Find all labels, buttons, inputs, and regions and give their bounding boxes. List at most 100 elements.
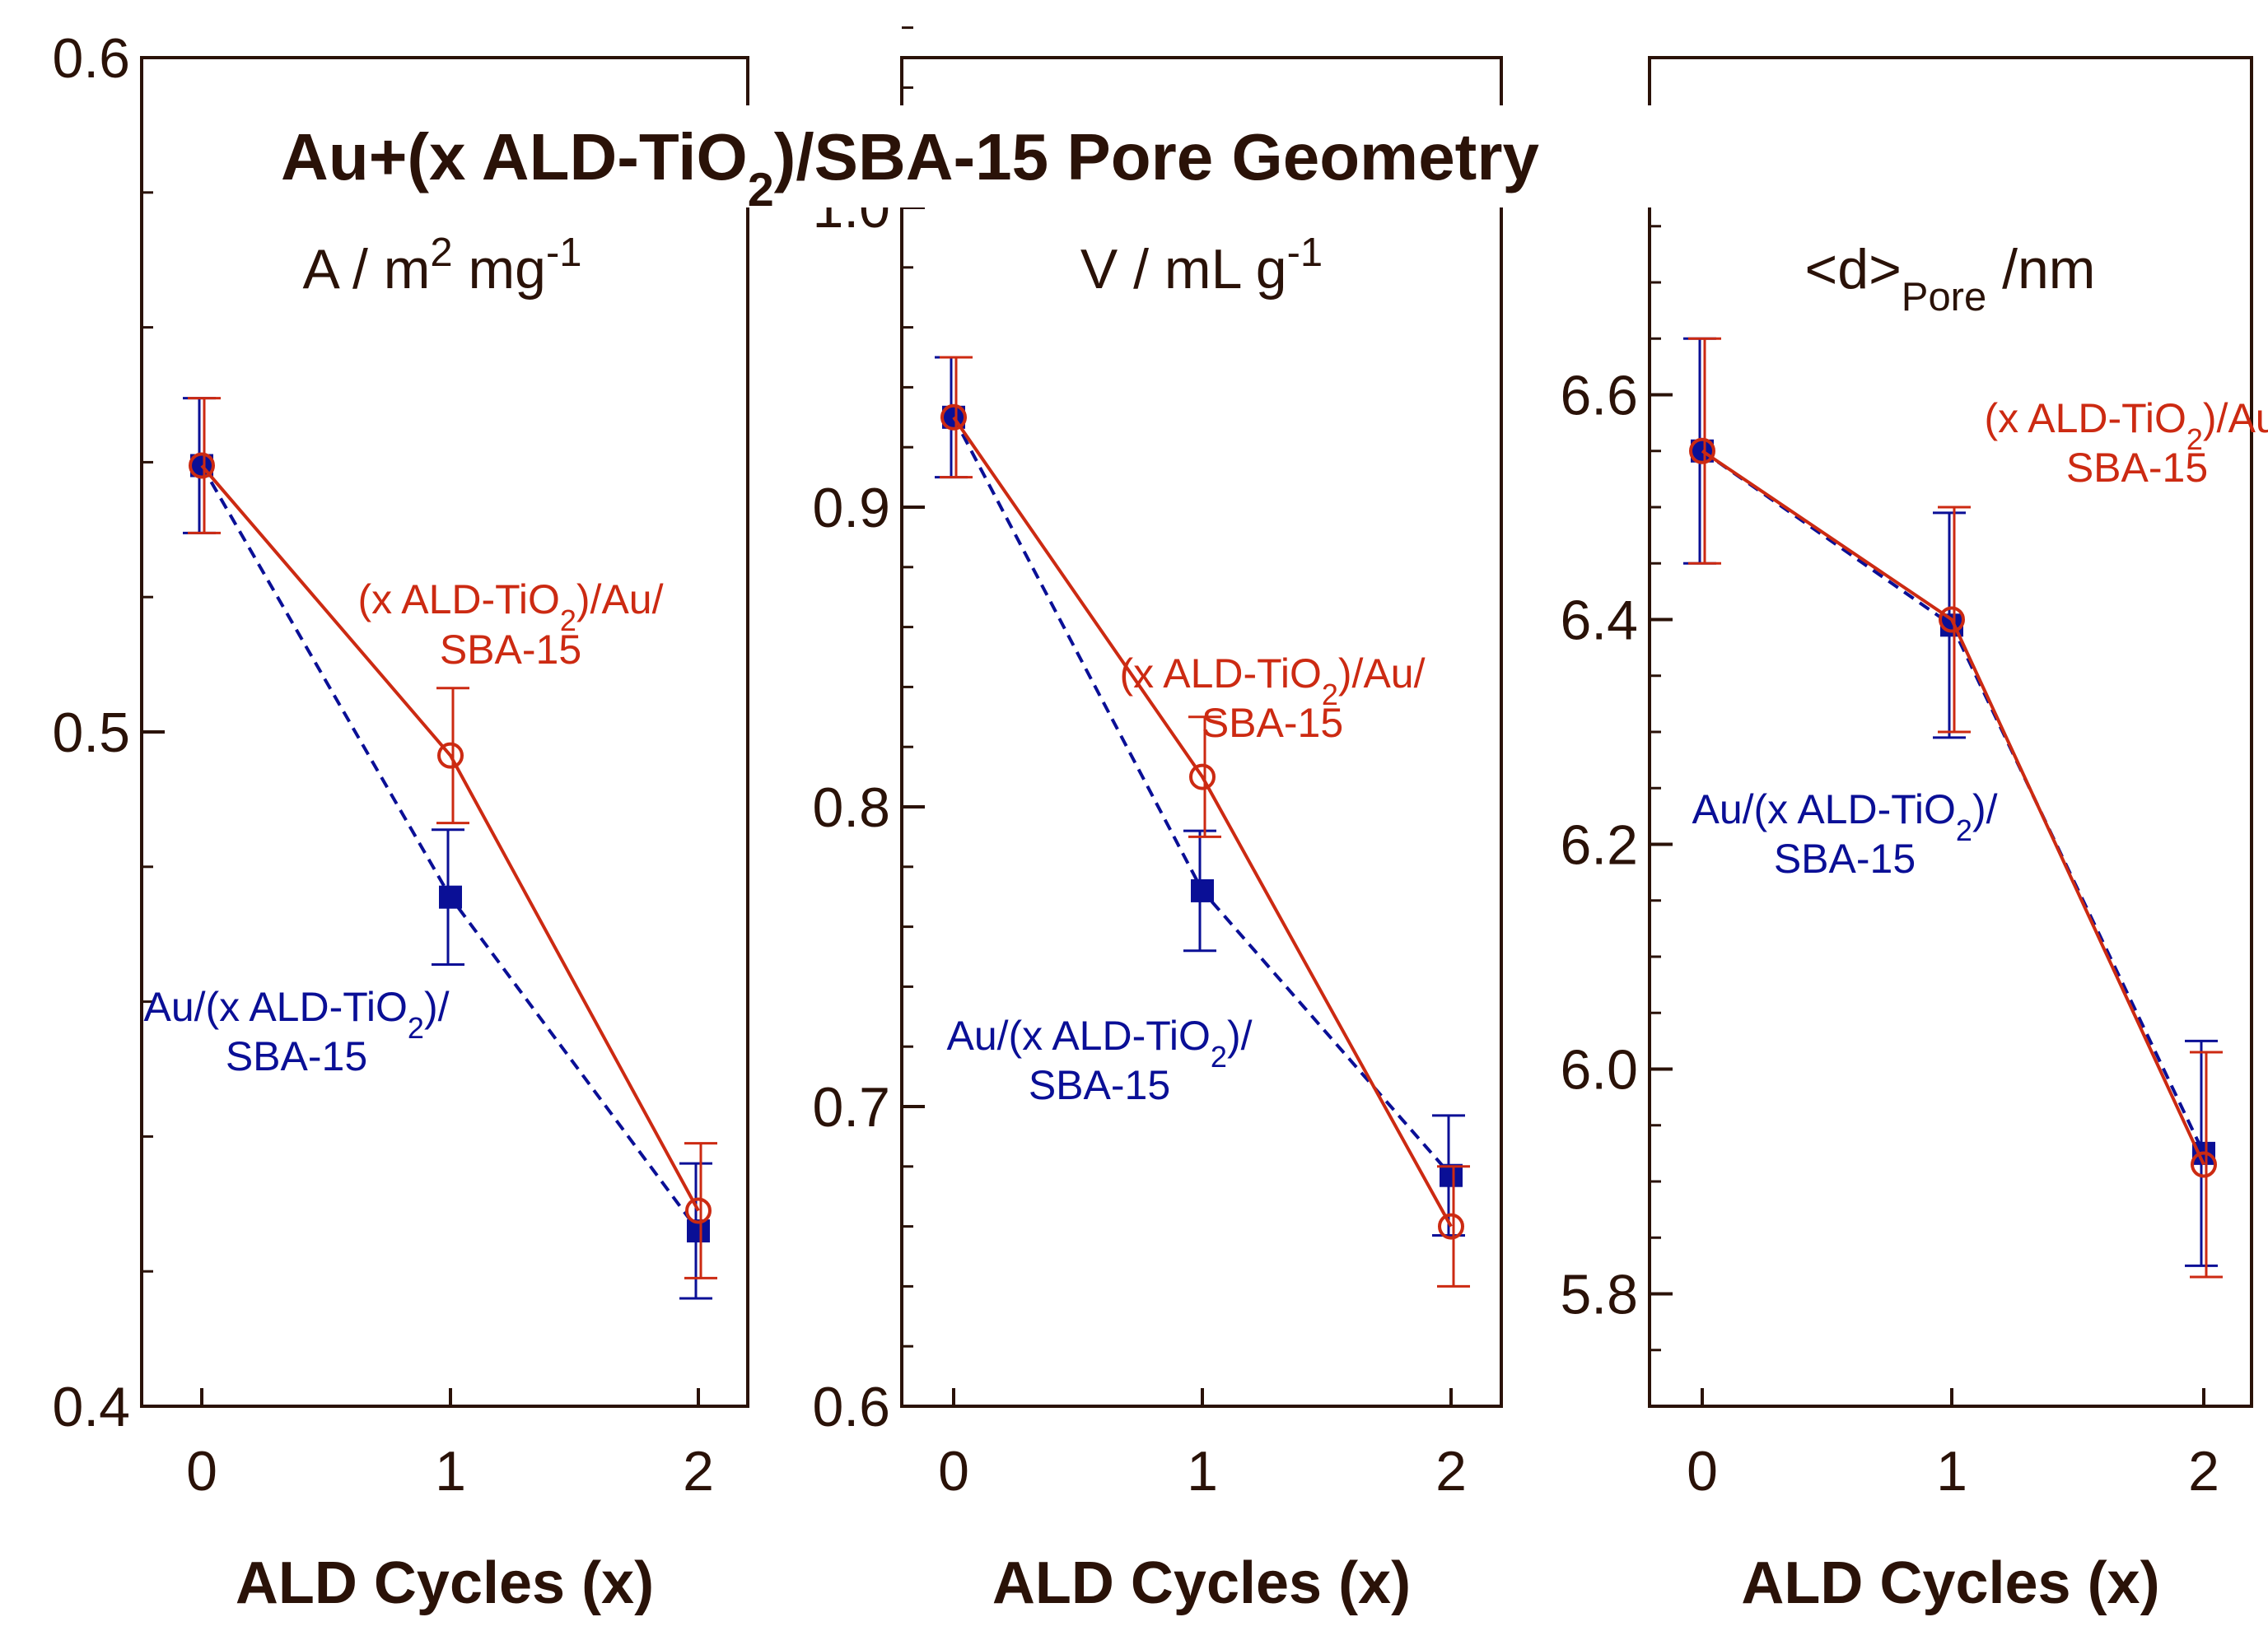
annotation-part-0: Au/(x ALD-TiO <box>1692 786 1955 832</box>
y-tick-label: 6.0 <box>1560 1039 1638 1102</box>
series-annotation-blue: SBA-15 <box>226 1033 367 1079</box>
series-line-red <box>952 416 1453 1228</box>
quantity-part-3: -1 <box>546 231 582 275</box>
title-part-0: Au+(x ALD-TiO <box>281 120 748 193</box>
annotation-part-0: (x ALD-TiO <box>1119 650 1321 697</box>
annotation-part-1: 2 <box>1322 678 1338 711</box>
series-annotation-blue: SBA-15 <box>1774 836 1916 882</box>
chart-title: Au+(x ALD-TiO2)/SBA-15 Pore Geometry <box>281 120 1539 217</box>
x-tick-label: 1 <box>1187 1440 1218 1503</box>
series-line-red <box>1701 450 2205 1166</box>
annotation-part-0: (x ALD-TiO <box>357 576 559 622</box>
y-tick-label: 0.7 <box>812 1076 890 1139</box>
annotation-part-1: 2 <box>1956 813 1972 847</box>
series-annotation-red: SBA-15 <box>1202 700 1343 746</box>
y-tick-label: 6.4 <box>1560 589 1638 652</box>
data-point-red <box>189 452 215 479</box>
series-blue <box>935 356 1465 1237</box>
annotation-part-0: Au/(x ALD-TiO <box>143 984 407 1030</box>
quantity-part-0: A / m <box>302 238 430 301</box>
x-tick-label: 0 <box>938 1440 969 1503</box>
x-tick-label: 0 <box>1687 1440 1718 1503</box>
annotation-part-2: )/ <box>424 984 450 1030</box>
annotation-part-1: 2 <box>1211 1040 1227 1074</box>
x-tick-label: 2 <box>1435 1440 1467 1503</box>
series-annotation-blue: SBA-15 <box>1029 1062 1170 1108</box>
annotation-part-2: )/Au/ <box>576 576 664 622</box>
series-red <box>940 356 1470 1288</box>
title-part-1: 2 <box>748 164 774 217</box>
y-tick-label: 0.8 <box>812 776 890 839</box>
data-point-red <box>437 742 464 769</box>
y-tick-label: 5.8 <box>1560 1264 1638 1326</box>
quantity-part-2: /nm <box>1986 238 2095 301</box>
annotation-part-2: )/Au/ <box>1338 650 1426 697</box>
y-tick-label: 6.6 <box>1560 365 1638 427</box>
annotation-part-1: 2 <box>408 1011 424 1045</box>
data-point-red <box>1189 763 1216 790</box>
data-point-red <box>2191 1151 2217 1178</box>
series-annotation-red: SBA-15 <box>440 627 581 673</box>
annotation-part-2: )/Au/ <box>2203 395 2268 441</box>
error-bar <box>1688 337 1721 565</box>
data-point-red <box>940 403 967 431</box>
title-part-2: )/SBA-15 Pore Geometry <box>774 120 1540 193</box>
panel-quantity-label: A / m2 mg-1 <box>302 231 581 301</box>
x-axis-label: ALD Cycles (x) <box>992 1550 1411 1616</box>
y-tick-label: 0.5 <box>52 701 130 764</box>
x-tick-label: 0 <box>186 1440 217 1503</box>
annotation-part-1: 2 <box>2186 422 2203 456</box>
error-bar <box>1188 715 1221 838</box>
data-point-red <box>1939 606 1965 633</box>
y-tick-label: 6.2 <box>1560 814 1638 877</box>
error-bar <box>1437 1165 1470 1288</box>
quantity-part-1: 2 <box>430 231 452 275</box>
series-red <box>188 397 717 1279</box>
quantity-part-0: <d> <box>1805 238 1902 301</box>
annotation-part-0: Au/(x ALD-TiO <box>946 1013 1210 1059</box>
x-axis-label: ALD Cycles (x) <box>236 1550 654 1616</box>
annotation-part-1: 2 <box>560 603 576 637</box>
series-blue <box>183 397 712 1300</box>
error-bar <box>2190 1051 2223 1279</box>
error-bar <box>684 1142 717 1279</box>
x-tick-label: 1 <box>435 1440 466 1503</box>
annotation-part-2: )/ <box>1972 786 1998 832</box>
data-point-blue <box>439 885 462 909</box>
data-point-red <box>1689 437 1715 464</box>
x-tick-label: 1 <box>1936 1440 1967 1503</box>
annotation-part-0: (x ALD-TiO <box>1984 395 2186 441</box>
series-annotation-red: (x ALD-TiO2)/Au/ <box>357 576 663 637</box>
x-tick-label: 2 <box>683 1440 714 1503</box>
y-tick-label: 0.6 <box>812 1376 890 1438</box>
data-point-red <box>685 1197 712 1224</box>
error-bar <box>1938 506 1971 734</box>
error-bar <box>940 356 973 479</box>
panel-3: 5.8 6.0 6.2 6.4 6.6 0 1 2 ALD Cycles (x) <d>Pore … <box>1560 56 2268 1616</box>
series-annotation-red: (x ALD-TiO2)/Au/ <box>1984 395 2268 456</box>
series-red <box>1688 337 2223 1279</box>
series-annotation-blue: Au/(x ALD-TiO2)/ <box>143 984 449 1045</box>
panel-quantity-label: <d>Pore /nm <box>1805 238 2096 319</box>
y-tick-label: 0.9 <box>812 477 890 539</box>
y-tick-label: 0.6 <box>52 27 130 90</box>
title-background <box>428 105 1952 207</box>
data-point-red <box>1438 1213 1464 1240</box>
data-point-blue <box>1191 878 1214 902</box>
x-tick-label: 2 <box>2188 1440 2219 1503</box>
series-annotation-red: SBA-15 <box>2066 445 2208 491</box>
quantity-part-2: mg <box>453 238 546 301</box>
quantity-part-0: V / mL g <box>1080 238 1287 301</box>
error-bar <box>436 687 469 825</box>
x-axis-label: ALD Cycles (x) <box>1741 1550 2159 1616</box>
panel-quantity-label: V / mL g-1 <box>1080 231 1323 301</box>
series-line-red <box>200 464 700 1212</box>
quantity-part-1: Pore <box>1902 275 1986 319</box>
y-tick-label: 0.4 <box>52 1376 130 1438</box>
annotation-part-2: )/ <box>1227 1013 1253 1059</box>
series-annotation-red: (x ALD-TiO2)/Au/ <box>1119 650 1425 711</box>
